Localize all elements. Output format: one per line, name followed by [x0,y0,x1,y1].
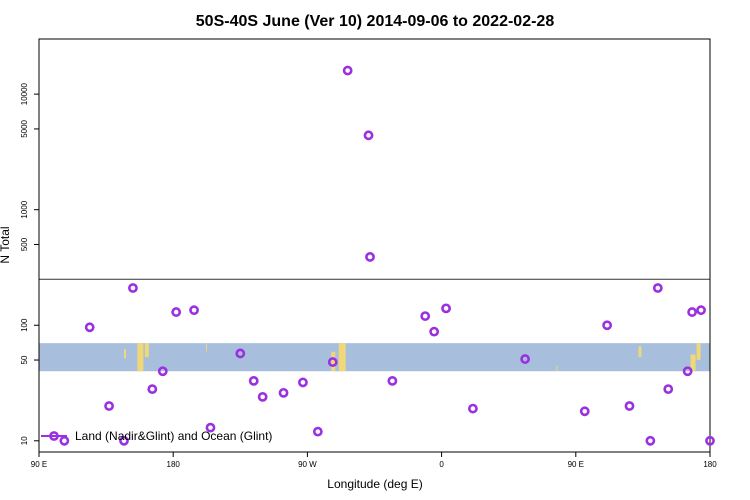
data-point [363,130,374,141]
x-axis: 90 E 180 90 W 0 90 E 180 [31,452,717,469]
y-tick-label: 10 [20,436,29,445]
data-point [420,311,431,321]
x-tick-label: 90 W [298,460,317,469]
data-point [205,422,216,433]
y-tick-label: 500 [20,237,29,251]
data-point [248,375,259,386]
land-patch [137,343,144,372]
data-point [696,305,706,316]
data-point [468,403,478,414]
x-tick-label: 180 [703,460,717,469]
land-patch [696,343,701,360]
data-point [663,384,674,395]
plot-frame [38,38,711,453]
legend-label: Land (Nadir&Glint) and Ocean (Glint) [75,429,272,443]
data-point [128,283,138,293]
data-point [189,305,199,316]
y-tick-label: 100 [20,318,29,332]
y-axis-label: N Total [0,226,12,263]
data-points [59,65,715,446]
y-tick-label: 50 [20,355,29,364]
data-point [365,252,375,262]
data-point [429,326,440,337]
data-point [119,435,129,446]
data-point [147,384,158,395]
ocean-land-band [39,343,710,372]
data-point [342,65,353,76]
x-axis-label: Longitude (deg E) [327,477,422,491]
data-point [520,354,531,364]
land-patch [144,343,149,358]
y-tick-label: 10000 [20,82,29,105]
data-point [682,366,693,377]
data-point [624,401,635,411]
data-point [579,406,590,417]
y-axis: 10 50 100 500 1000 5000 10000 [20,82,39,445]
land-patch [638,345,642,358]
data-point [298,377,308,388]
land-patch [338,343,346,372]
data-point [645,435,656,446]
chart-title: 50S-40S June (Ver 10) 2014-09-06 to 2022… [196,13,555,30]
data-point [327,357,338,367]
legend: Land (Nadir&Glint) and Ocean (Glint) [41,429,272,443]
y-tick-label: 5000 [20,119,29,137]
data-point [257,391,268,402]
data-point [652,283,663,293]
data-point [235,348,246,359]
legend-marker [49,431,59,441]
data-point [441,303,451,314]
x-tick-label: 90 E [31,460,47,469]
data-point [312,426,323,437]
data-point [602,320,613,331]
land-patch [556,365,558,372]
data-point [705,435,715,446]
data-point [157,366,168,377]
data-point [84,322,95,333]
x-tick-label: 90 E [568,460,584,469]
data-point [171,307,182,317]
x-tick-label: 0 [439,460,444,469]
land-patch [123,348,126,359]
land-patch [331,351,336,372]
data-point [278,387,289,398]
data-point [387,375,398,386]
y-tick-label: 1000 [20,200,29,218]
land-patch [690,354,696,372]
x-tick-label: 180 [167,460,181,469]
land-patch [206,343,208,352]
data-point [104,401,114,411]
data-point [687,307,698,317]
data-point [59,435,70,446]
